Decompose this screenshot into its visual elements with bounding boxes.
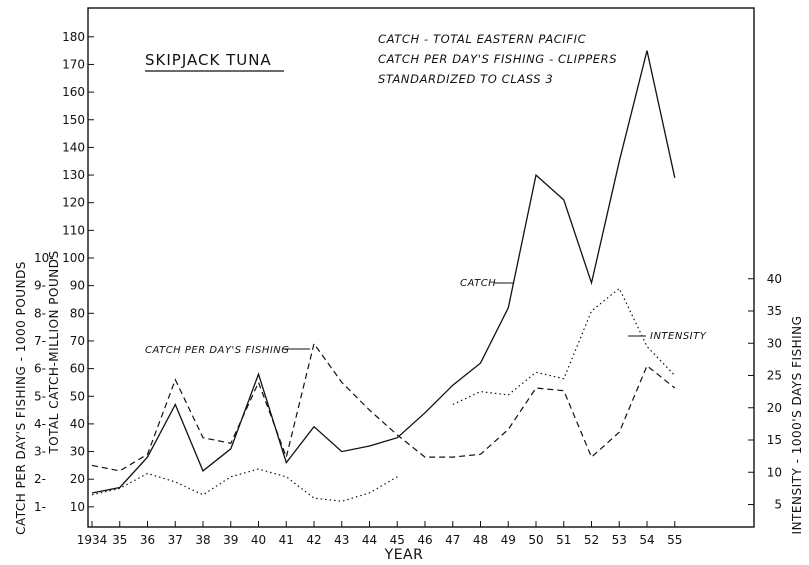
y-cpdf-tick-label: 1- (34, 500, 46, 514)
y-catch-tick-label: 120 (62, 196, 85, 210)
y-catch-tick-label: 60 (70, 362, 85, 376)
x-axis-title: YEAR (384, 547, 424, 563)
x-tick-label: 48 (473, 533, 488, 547)
y-intensity-tick-label: 25 (767, 369, 782, 383)
x-tick-label: 47 (445, 533, 460, 547)
y-cpdf-tick-label: 10- (34, 251, 54, 265)
y-cpdf-tick-label: 6- (34, 362, 46, 376)
tick-marks (88, 36, 754, 527)
series-line-intensity (91, 468, 398, 502)
x-tick-label: 53 (612, 533, 627, 547)
y-cpdf-tick-labels: 1- 2- 3- 4- 5- 6- 7- 8- 9- 10- (34, 251, 54, 514)
y-axis-title-right: INTENSITY - 1000'S DAYS FISHING (790, 316, 804, 535)
x-tick-label: 49 (501, 533, 516, 547)
y-cpdf-tick-label: 3- (34, 445, 46, 459)
x-tick-label: 38 (195, 533, 210, 547)
y-catch-tick-label: 20 (70, 472, 85, 486)
x-tick-label: 41 (279, 533, 294, 547)
x-tick-label: 43 (334, 533, 349, 547)
series-lines (91, 50, 676, 502)
y-catch-tick-label: 80 (70, 306, 85, 320)
y-catch-tick-label: 140 (62, 140, 85, 154)
x-tick-label: 39 (223, 533, 238, 547)
series-line-intensity (452, 287, 676, 406)
y-cpdf-tick-label: 5- (34, 389, 46, 403)
y-catch-tick-label: 40 (70, 417, 85, 431)
note-line-2: CATCH PER DAY'S FISHING - CLIPPERS (378, 52, 617, 66)
y-catch-tick-label: 180 (62, 30, 85, 44)
y-catch-tick-label: 170 (62, 57, 85, 71)
x-tick-label: 45 (390, 533, 405, 547)
y-axis-title-outer: CATCH PER DAY'S FISHING - 1000 POUNDS (14, 261, 28, 535)
x-tick-label: 52 (584, 533, 599, 547)
y-cpdf-tick-label: 9- (34, 279, 46, 293)
y-cpdf-tick-label: 8- (34, 306, 46, 320)
y-intensity-tick-label: 5 (774, 498, 782, 512)
y-catch-tick-label: 160 (62, 85, 85, 99)
y-catch-tick-label: 70 (70, 334, 85, 348)
y-axis-title-inner: TOTAL CATCH-MILLION POUNDS (47, 250, 61, 454)
x-tick-label: 37 (168, 533, 183, 547)
y-intensity-tick-label: 15 (767, 433, 782, 447)
chart-text: SKIPJACK TUNA CATCH - TOTAL EASTERN PACI… (14, 32, 804, 563)
x-tick-label: 50 (528, 533, 543, 547)
y-catch-tick-label: 90 (70, 279, 85, 293)
y-catch-tick-label: 100 (62, 251, 85, 265)
y-catch-tick-label: 150 (62, 113, 85, 127)
plot-frame (87, 7, 755, 528)
y-catch-tick-label: 30 (70, 445, 85, 459)
x-tick-label: 55 (667, 533, 682, 547)
y-intensity-tick-label: 20 (767, 401, 782, 415)
x-tick-label: 46 (417, 533, 432, 547)
y-intensity-tick-label: 30 (767, 336, 782, 350)
note-line-1: CATCH - TOTAL EASTERN PACIFIC (378, 32, 586, 46)
series-label-cpdf: CATCH PER DAY'S FISHING (145, 345, 290, 356)
x-tick-labels: 1934 35 36 37 38 39 40 41 42 43 44 45 46 47 48 49 50 51 52… (77, 533, 683, 547)
series-line-catch (91, 50, 676, 494)
x-tick-label: 54 (639, 533, 654, 547)
x-tick-label: 36 (140, 533, 155, 547)
y-cpdf-tick-label: 2- (34, 472, 46, 486)
x-tick-label: 42 (306, 533, 321, 547)
y-catch-tick-labels: 10 20 30 40 50 60 70 80 90 100 110 120 130 140 150 160 1… (62, 30, 85, 514)
y-catch-tick-label: 110 (62, 223, 85, 237)
x-tick-label: 44 (362, 533, 377, 547)
chart-title: SKIPJACK TUNA (145, 51, 272, 69)
series-label-catch: CATCH (460, 278, 496, 289)
y-intensity-tick-label: 35 (767, 304, 782, 318)
series-line-cpdf (91, 342, 676, 472)
y-catch-tick-label: 50 (70, 389, 85, 403)
x-tick-label: 35 (112, 533, 127, 547)
note-line-3: STANDARDIZED TO CLASS 3 (378, 72, 553, 86)
series-label-intensity: INTENSITY (650, 331, 707, 342)
x-tick-label: 40 (251, 533, 266, 547)
y-catch-tick-label: 10 (70, 500, 85, 514)
y-intensity-tick-labels: 5 10 15 20 25 30 35 40 (767, 272, 782, 512)
x-tick-label: 51 (556, 533, 571, 547)
y-cpdf-tick-label: 7- (34, 334, 46, 348)
y-cpdf-tick-label: 4- (34, 417, 46, 431)
y-catch-tick-label: 130 (62, 168, 85, 182)
y-intensity-tick-label: 40 (767, 272, 782, 286)
y-intensity-tick-label: 10 (767, 465, 782, 479)
x-tick-label: 1934 (77, 533, 108, 547)
